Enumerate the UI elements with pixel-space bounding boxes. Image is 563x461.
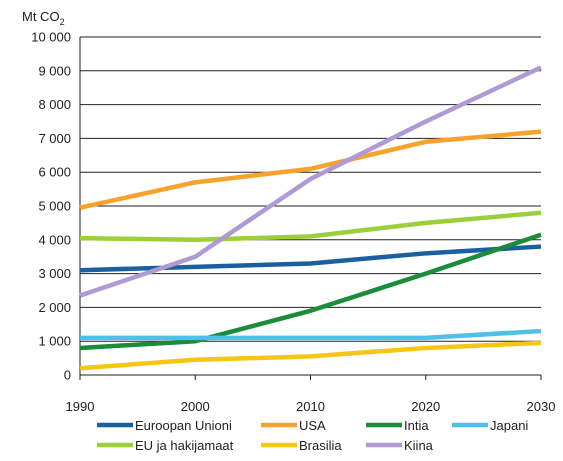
series-lines	[79, 65, 542, 371]
series-line-kiina	[79, 65, 542, 298]
legend-label: USA	[299, 418, 326, 433]
legend-item: Japani	[452, 418, 528, 433]
legend-label: EU ja hakijamaat	[135, 438, 234, 453]
x-tick-label: 2000	[181, 399, 210, 414]
legend-label: Intia	[404, 418, 429, 433]
series-line-usa	[79, 129, 542, 210]
legend-label: Brasilia	[299, 438, 342, 453]
y-tick-label: 3 000	[38, 266, 71, 281]
legend-label: Euroopan Unioni	[135, 418, 232, 433]
y-tick-label: 9 000	[38, 63, 71, 78]
x-tick-label: 2030	[527, 399, 556, 414]
tick-labels: 0 1 000 2 000 3 000 4 000 5 000 6 000 7 000 8 00…	[31, 30, 555, 415]
legend-item: Kiina	[366, 438, 434, 453]
legend-item: EU ja hakijamaat	[97, 438, 234, 453]
x-tick-label: 2020	[411, 399, 440, 414]
series-line-intia	[79, 232, 542, 351]
y-tick-label: 4 000	[38, 232, 71, 247]
legend-label: Japani	[490, 418, 528, 433]
legend-item: Intia	[366, 418, 429, 433]
y-tick-label: 10 000	[31, 30, 71, 45]
gridlines	[80, 36, 541, 342]
legend-item: Brasilia	[261, 438, 342, 453]
y-tick-label: 8 000	[38, 97, 71, 112]
y-axis-unit-label: Mt CO2	[22, 9, 65, 27]
axes	[79, 37, 542, 380]
y-tick-label: 5 000	[38, 199, 71, 214]
y-tick-label: 0	[64, 368, 71, 383]
y-tick-label: 1 000	[38, 334, 71, 349]
x-tick-label: 2010	[296, 399, 325, 414]
x-tick-label: 1990	[66, 399, 95, 414]
legend-item: USA	[261, 418, 326, 433]
series-line-eu-ja-hakijamaat	[79, 210, 542, 243]
series-line-brasilia	[79, 340, 542, 371]
y-tick-label: 6 000	[38, 165, 71, 180]
legend-label: Kiina	[404, 438, 434, 453]
series-line-japani	[80, 328, 542, 341]
legend-item: Euroopan Unioni	[97, 418, 232, 433]
y-tick-label: 7 000	[38, 131, 71, 146]
y-tick-label: 2 000	[38, 300, 71, 315]
legend: Euroopan Unioni USA Intia Japani EU ja hakij…	[97, 418, 528, 453]
